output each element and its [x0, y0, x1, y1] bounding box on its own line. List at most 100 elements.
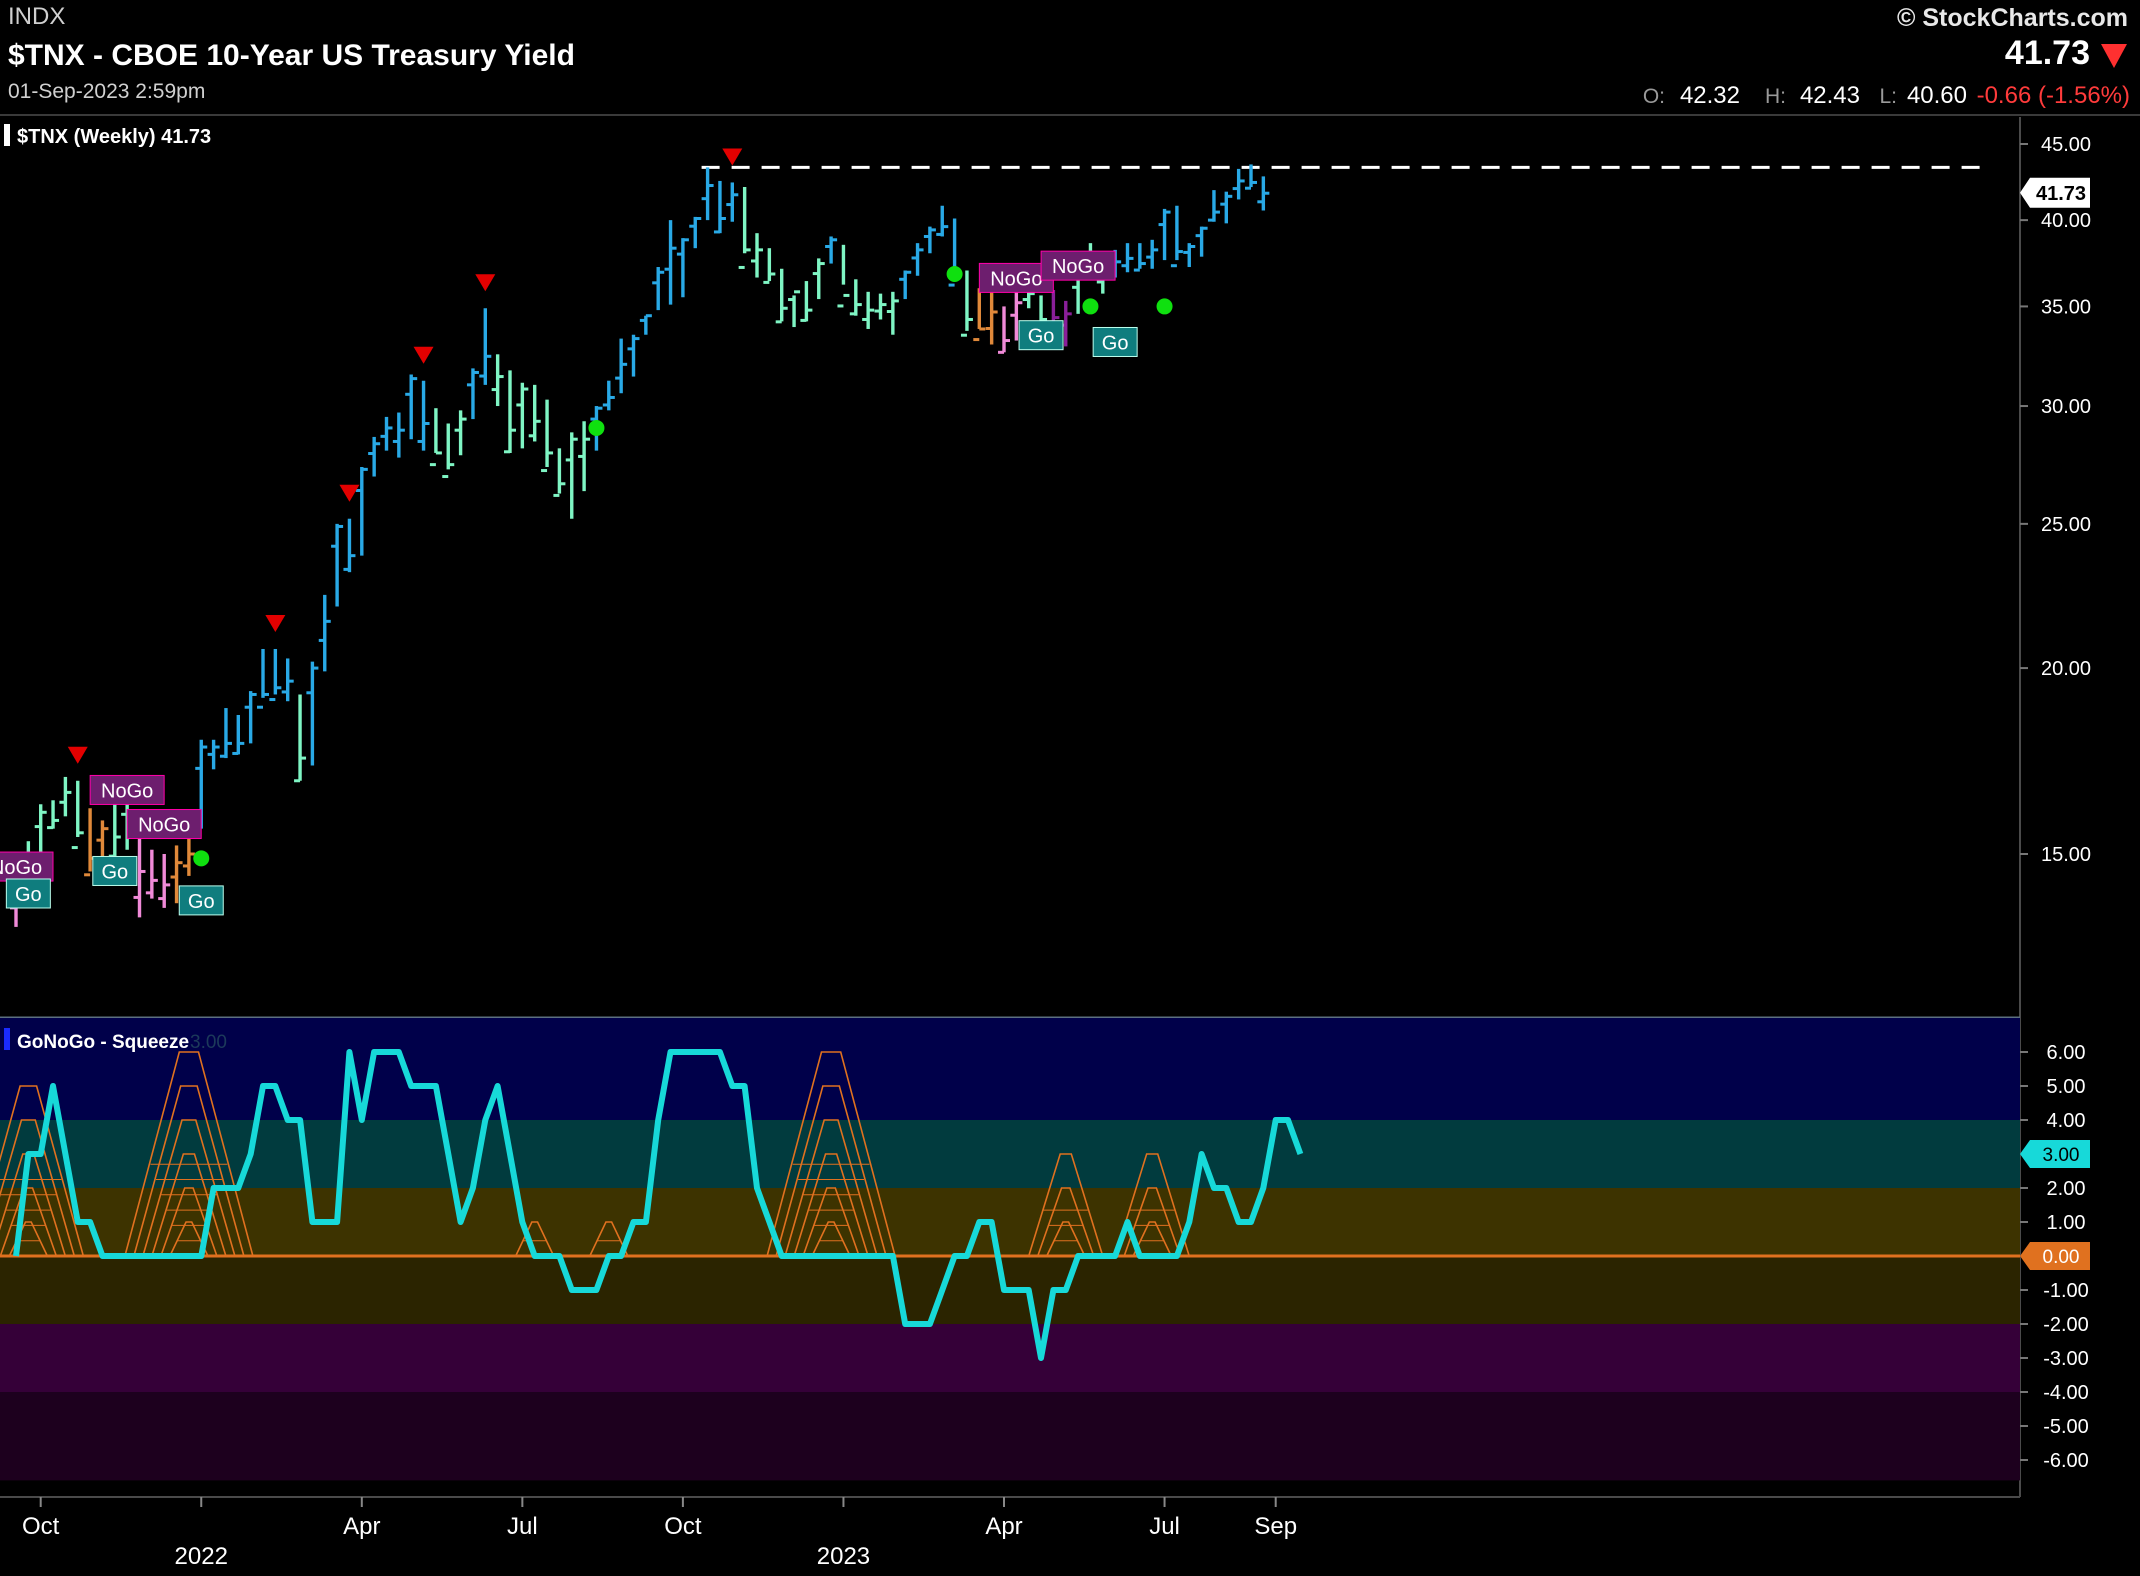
price-bar [479, 308, 492, 385]
month-label: Oct [664, 1513, 702, 1540]
price-bar [170, 845, 183, 904]
osc-legend-value: 3.00 [190, 1032, 227, 1053]
squeeze-line [1036, 1187, 1095, 1257]
price-bar [899, 270, 912, 300]
month-label: Jul [507, 1513, 538, 1540]
price-bar [676, 238, 689, 298]
high-label: H: [1765, 85, 1786, 108]
flag-box [1018, 320, 1064, 351]
flag-text: Go [1102, 332, 1129, 354]
squeeze-line [169, 1221, 209, 1257]
change-value: -0.66 (-1.56%) [1977, 82, 2130, 109]
down-triangle-icon [2101, 44, 2127, 68]
price-tick-label: 15.00 [2041, 844, 2091, 866]
flag-box [1092, 326, 1138, 357]
flag-text: Go [1028, 326, 1055, 348]
price-bar [454, 410, 467, 456]
osc-last-label-text: 3.00 [2043, 1145, 2080, 1166]
price-bar [368, 436, 381, 477]
price-bar [998, 306, 1010, 354]
price-bar [1257, 176, 1270, 211]
price-bar [207, 739, 220, 770]
squeeze-line [0, 1187, 58, 1257]
price-legend-marker [4, 124, 10, 146]
axes: 45.00 40.00 35.00 30.00 25.00 20.00 15.00 6.00 5… [22, 134, 2091, 1570]
price-bar [405, 374, 418, 440]
oscillator-band [0, 1392, 2020, 1481]
price-tick-label: 40.00 [2041, 210, 2091, 232]
osc-tick-label: 4.00 [2047, 1110, 2086, 1132]
price-bar [491, 354, 504, 407]
price-bar [442, 423, 455, 479]
price-bar [47, 800, 60, 830]
price-bar [1220, 191, 1233, 224]
price-bar [615, 338, 628, 394]
price-bar [1158, 208, 1171, 261]
flag-box [89, 774, 165, 805]
price-bar [874, 293, 887, 320]
flag-text: NoGo [990, 268, 1042, 290]
price-bar [923, 226, 936, 254]
up-dot-icon [588, 419, 605, 436]
price-bar [627, 334, 640, 377]
price-bar [59, 776, 72, 817]
price-bar [960, 270, 973, 337]
price-bar [294, 694, 307, 783]
squeeze-fan [766, 1051, 896, 1257]
price-bar [973, 288, 986, 342]
squeeze-fan [0, 1085, 85, 1257]
osc-legend: GoNoGo - Squeeze [17, 1032, 189, 1053]
price-bar [281, 658, 294, 702]
price-bar [726, 182, 739, 222]
high-value: 42.43 [1800, 82, 1860, 109]
price-bar [1121, 243, 1134, 273]
price-bar [812, 258, 825, 300]
go-flag: Go [5, 878, 51, 909]
price-bar [232, 714, 245, 755]
go-flag: Go [178, 885, 224, 916]
price-bar [528, 384, 541, 442]
price-bar [71, 780, 84, 850]
go-flag: Go [92, 855, 138, 886]
up-dot-icon [193, 850, 210, 867]
nogo-flag: NoGo [1040, 250, 1116, 281]
zero-label [2020, 1242, 2090, 1270]
osc-tick-label: -2.00 [2043, 1314, 2089, 1336]
price-tick-label: 35.00 [2041, 296, 2091, 318]
oscillator-band [0, 1188, 2020, 1256]
price-bar [541, 399, 554, 473]
price-tick-label: 45.00 [2041, 134, 2091, 156]
price-bar [1170, 205, 1183, 268]
oscillator-line [13, 1049, 1304, 1361]
up-dot-icon [1082, 298, 1099, 315]
osc-tick-label: 6.00 [2047, 1042, 2086, 1064]
osc-tick-label: -4.00 [2043, 1382, 2089, 1404]
price-legend: $TNX (Weekly) 41.73 [17, 126, 211, 148]
open-value: 42.32 [1680, 82, 1740, 109]
squeeze-line [1123, 1187, 1181, 1257]
flag-box [92, 855, 138, 886]
month-label: Oct [22, 1513, 60, 1540]
price-tick-label: 20.00 [2041, 658, 2091, 680]
osc-tick-label: 1.00 [2047, 1212, 2086, 1234]
chart-datetime: 01-Sep-2023 2:59pm [8, 80, 205, 103]
down-arrow-icon [265, 614, 286, 632]
year-label: 2023 [817, 1543, 870, 1570]
year-label: 2022 [175, 1543, 228, 1570]
price-plot: NoGo Go NoGo Go NoGo Go NoGo NoGo Go Go [0, 148, 1986, 927]
price-bar [565, 432, 578, 519]
down-arrow-icon [413, 346, 434, 364]
oscillator-band [0, 1324, 2020, 1392]
squeeze-fan [1114, 1153, 1190, 1257]
open-label: O: [1643, 85, 1665, 108]
price-bar [837, 244, 850, 308]
price-bar [504, 370, 516, 454]
price-bar [429, 408, 442, 467]
price-bar [380, 416, 393, 451]
osc-tick-label: 5.00 [2047, 1076, 2086, 1098]
price-bar [800, 281, 813, 322]
price-bar [738, 187, 751, 269]
price-bar [862, 291, 875, 329]
flag-text: NoGo [1052, 256, 1104, 278]
squeeze-line [1027, 1153, 1104, 1257]
